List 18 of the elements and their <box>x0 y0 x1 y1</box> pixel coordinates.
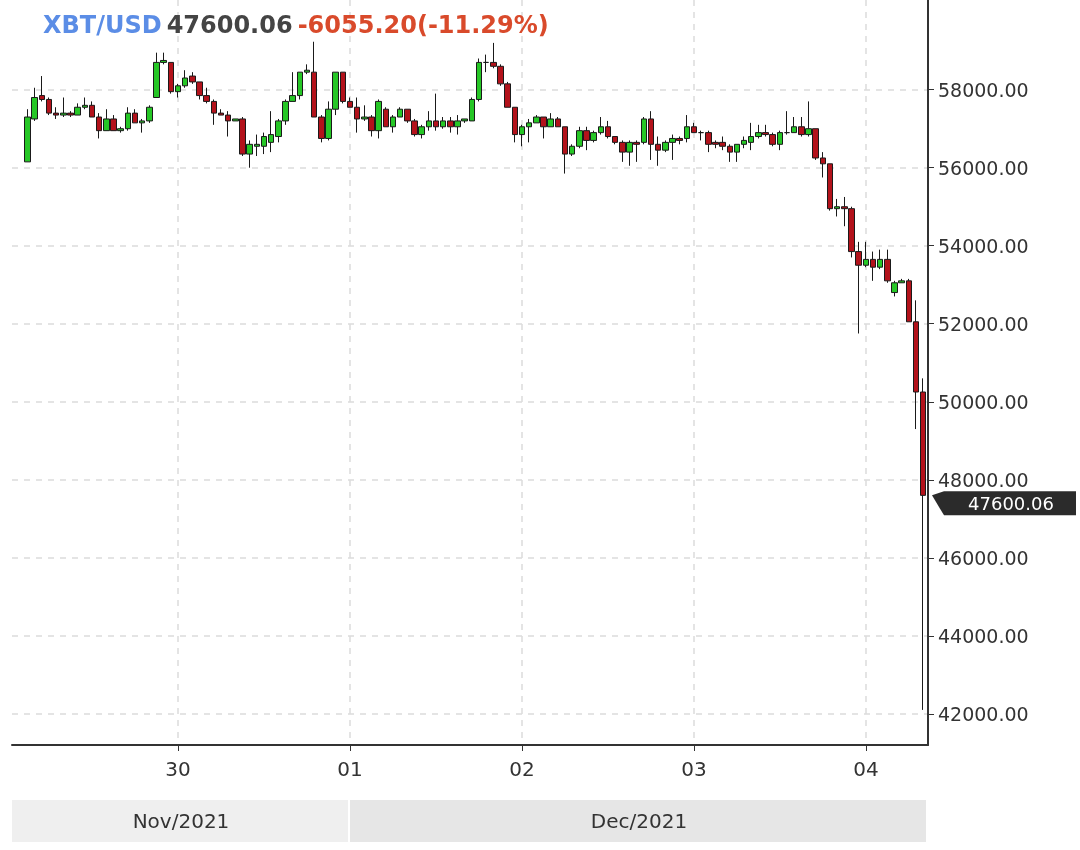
y-tick-label: 46000.00 <box>938 546 1029 569</box>
x-tick-label: 01 <box>337 757 363 781</box>
y-tick-label: 52000.00 <box>938 312 1029 335</box>
y-tick-label: 54000.00 <box>938 234 1029 257</box>
text: XBT/USD 47600.06 -6055.20(-11.29%) <box>43 11 549 39</box>
x-tick-label: 03 <box>681 757 707 781</box>
y-tick-label: 42000.00 <box>938 702 1029 725</box>
y-tick-label: 58000.00 <box>938 78 1029 101</box>
y-tick-label: 50000.00 <box>938 390 1029 413</box>
text: 47600.06 <box>968 492 1054 514</box>
x-tick-label: 30 <box>165 757 191 781</box>
y-tick-label: 48000.00 <box>938 468 1029 491</box>
y-tick-label: 44000.00 <box>938 624 1029 647</box>
x-tick-label: 02 <box>509 757 535 781</box>
x-tick-label: 04 <box>853 757 879 781</box>
text: Dec/2021 <box>590 809 688 833</box>
y-tick-label: 56000.00 <box>938 156 1029 179</box>
text: Nov/2021 <box>132 809 230 833</box>
